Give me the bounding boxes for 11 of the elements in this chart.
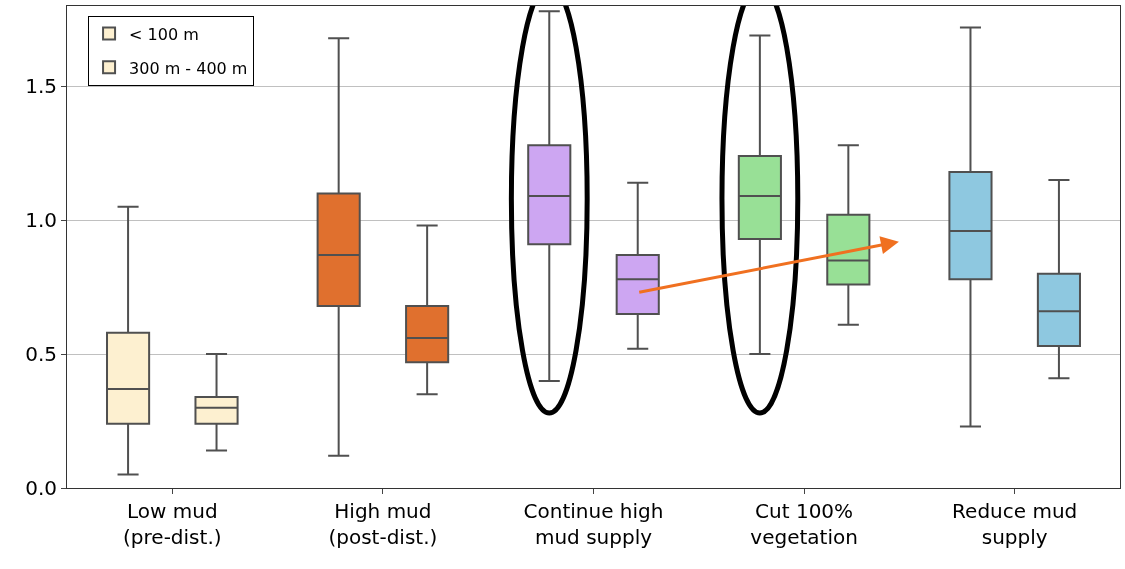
legend-label: < 100 m [129, 24, 199, 44]
y-tick-label: 0.0 [25, 476, 57, 500]
x-tick-label: High mud (post-dist.) [328, 499, 438, 549]
y-tick-label: 1.5 [25, 74, 57, 99]
y-tick-label: 1.0 [25, 208, 57, 233]
legend-label: 300 m - 400 m [129, 58, 248, 78]
y-tick-label: 0.5 [25, 342, 57, 367]
x-tick-label: Cut 100% vegetation [750, 499, 858, 549]
x-tick-label: Continue high mud supply [523, 499, 664, 549]
x-tick-label: Low mud (pre-dist.) [123, 499, 222, 549]
x-tick-label: Reduce mud supply [952, 499, 1078, 549]
